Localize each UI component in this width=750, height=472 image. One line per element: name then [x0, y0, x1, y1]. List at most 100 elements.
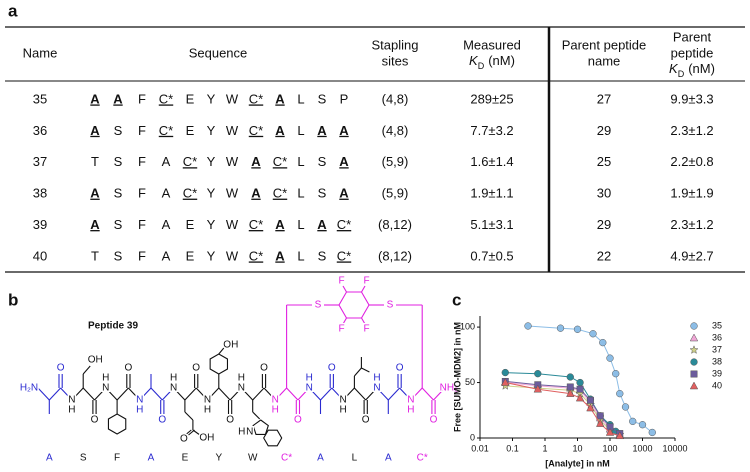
bond: [376, 387, 389, 401]
bond: [188, 429, 195, 436]
series-line: [527, 325, 653, 433]
marker: [501, 368, 509, 377]
table-cell: 0.7±0.5: [470, 248, 513, 263]
atom-label: F: [363, 276, 369, 287]
atom-label: H: [373, 373, 380, 384]
residue: W: [226, 91, 239, 106]
residue: A: [162, 248, 171, 263]
atom-label: O: [430, 415, 438, 426]
marker: [621, 403, 630, 411]
atom-label: OH: [88, 355, 103, 366]
residue: Y: [207, 154, 216, 169]
residue-letter: E: [182, 453, 189, 464]
bond: [399, 387, 412, 401]
bond: [353, 367, 362, 377]
residue: C*: [183, 154, 197, 169]
residue: S: [114, 248, 123, 263]
bond: [361, 367, 370, 373]
atom-label: H: [102, 373, 109, 384]
marker: [615, 431, 625, 440]
residue: T: [91, 154, 99, 169]
marker: [533, 384, 543, 393]
marker: [629, 417, 637, 426]
table-cell: 1.9±1.9: [670, 186, 713, 201]
legend-marker: [689, 345, 699, 354]
atom-label: H: [68, 405, 75, 416]
marker: [524, 322, 532, 330]
table-cell: 22: [597, 248, 611, 263]
marker: [576, 385, 584, 393]
residue: C*: [183, 186, 197, 201]
residue: A: [90, 91, 100, 106]
marker: [612, 370, 620, 378]
atom-label: O: [362, 415, 370, 426]
residue: A: [90, 186, 100, 201]
atom-label: OH: [199, 433, 214, 444]
table-cell: 289±25: [470, 91, 513, 106]
bond: [173, 387, 186, 401]
legend-label: 37: [712, 344, 722, 354]
ring: [209, 353, 229, 375]
atom-label: N: [102, 383, 109, 394]
y-tick-label: 100: [460, 321, 475, 331]
ring: [338, 291, 370, 319]
residue: C*: [159, 123, 173, 138]
marker: [586, 403, 595, 412]
x-axis-label: [Analyte] in nM: [545, 458, 610, 468]
atom-label: F: [338, 276, 344, 287]
residue-letter: C*: [417, 453, 428, 464]
bond: [353, 387, 367, 401]
residue: A: [317, 123, 327, 138]
atom-label: NH₂: [440, 383, 458, 394]
y-tick-label: 50: [465, 377, 475, 387]
table-cell: 25: [597, 154, 611, 169]
residue: A: [339, 154, 349, 169]
atom-label: H₂N: [20, 383, 38, 394]
table-cell: 29: [597, 217, 611, 232]
table-cell: 4.9±2.7: [670, 248, 713, 263]
bond: [320, 387, 333, 401]
bond: [71, 387, 84, 401]
atom-label: H: [238, 373, 245, 384]
residue: F: [138, 248, 146, 263]
series-line: [505, 382, 621, 436]
residue: C*: [249, 248, 263, 263]
bond: [48, 387, 62, 401]
residue: W: [226, 123, 239, 138]
table-cell: 2.2±0.8: [670, 154, 713, 169]
marker: [566, 389, 575, 397]
kd-unit: (nM): [688, 61, 715, 76]
table-cell: 9.9±3.3: [670, 91, 713, 106]
residue-letter: F: [114, 453, 120, 464]
series-line: [505, 382, 620, 437]
marker: [599, 338, 607, 347]
residue: S: [318, 154, 327, 169]
residue: A: [90, 123, 100, 138]
ring: [252, 419, 269, 436]
table-cell: 7.7±3.2: [470, 123, 513, 138]
panel-label: a: [8, 1, 18, 20]
bond: [410, 387, 423, 401]
residue: C*: [249, 91, 263, 106]
atom-label: H: [170, 373, 177, 384]
residue: A: [317, 217, 327, 232]
residue-letter: A: [148, 453, 155, 464]
atom-label: H: [272, 405, 279, 416]
bond: [105, 387, 118, 401]
column-header: Parent peptide: [562, 37, 647, 52]
atom-label: H: [306, 373, 313, 384]
residue: C*: [337, 217, 351, 232]
legend-marker: [690, 322, 698, 330]
bond: [297, 387, 310, 401]
residue: S: [114, 186, 123, 201]
bond: [218, 347, 225, 355]
bond: [139, 387, 152, 401]
column-header: KD (nM): [469, 53, 515, 71]
atom-label: S: [387, 300, 394, 311]
atom-label: OH: [223, 340, 238, 351]
residue: S: [114, 123, 123, 138]
residue: F: [138, 123, 146, 138]
bond: [387, 387, 401, 401]
ring: [263, 429, 283, 447]
residue: S: [114, 154, 123, 169]
